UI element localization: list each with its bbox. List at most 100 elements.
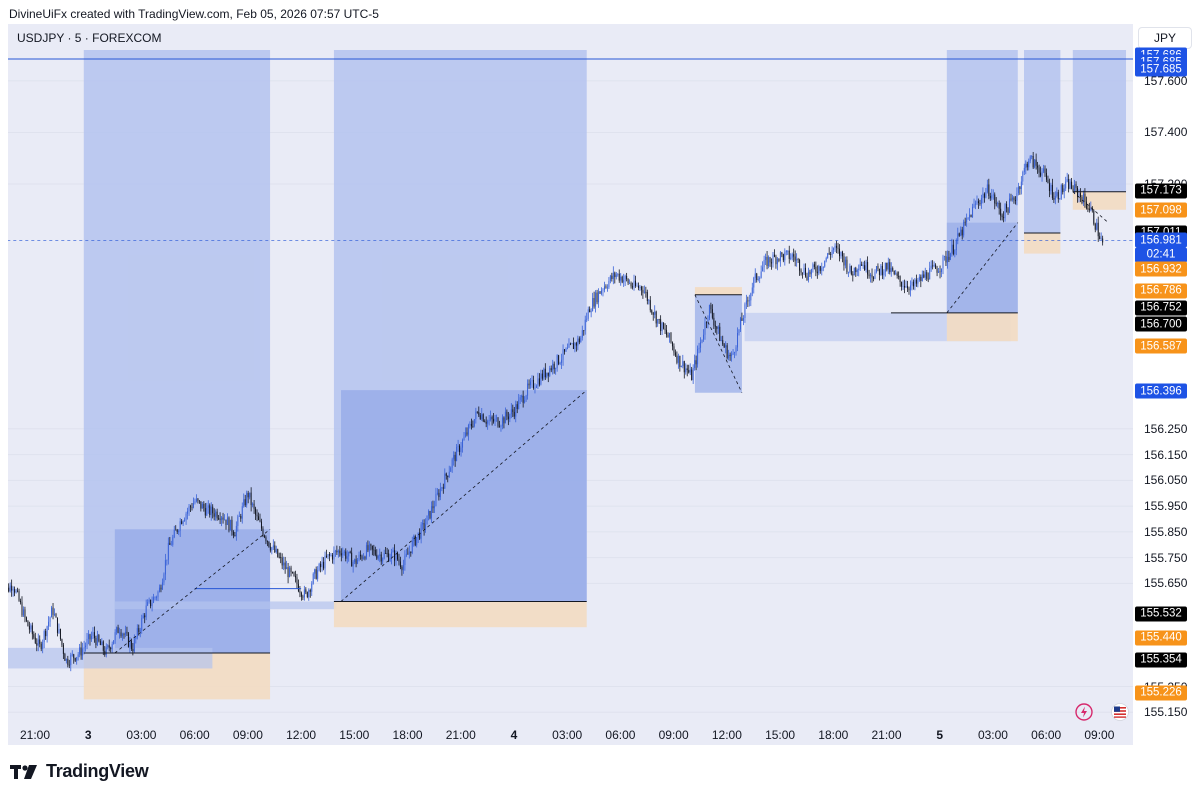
candle-body <box>943 256 945 257</box>
currency-button[interactable]: JPY <box>1139 28 1191 48</box>
candle-body <box>936 268 938 273</box>
candle-body <box>119 632 121 634</box>
candle-body <box>320 563 322 568</box>
candle-body <box>858 268 860 270</box>
candle-body <box>1045 172 1047 180</box>
candle-body <box>562 349 564 360</box>
us-flag-icon[interactable] <box>1111 703 1129 721</box>
candle-body <box>331 554 333 560</box>
candle-body <box>527 383 529 396</box>
candle-body <box>1088 208 1090 211</box>
candle-body <box>589 309 591 313</box>
candle-body <box>1097 222 1099 237</box>
candle-body <box>889 262 891 273</box>
candle-body <box>941 268 943 272</box>
candle-body <box>915 279 917 284</box>
candle-body <box>337 550 339 553</box>
candle-body <box>17 590 19 592</box>
candle-body <box>123 634 125 636</box>
candle-body <box>438 492 440 498</box>
candle-body <box>1102 238 1104 243</box>
candle-body <box>615 274 617 278</box>
candle-body <box>532 379 534 389</box>
candle-body <box>658 319 660 321</box>
candle-body <box>824 260 826 267</box>
candle-body <box>518 399 520 409</box>
candle-body <box>213 513 215 517</box>
candle-body <box>972 206 974 218</box>
candle-body <box>48 621 50 627</box>
candle-body <box>836 245 838 248</box>
candle-body <box>85 645 87 648</box>
candle-body <box>238 516 240 517</box>
candle-body <box>640 286 642 290</box>
candle-body <box>784 252 786 261</box>
candle-body <box>881 265 883 276</box>
candle-body <box>914 279 916 287</box>
candle-body <box>892 268 894 271</box>
candle-body <box>40 643 42 649</box>
candle-body <box>243 499 245 507</box>
candle-body <box>728 354 730 359</box>
candle-body <box>744 304 746 318</box>
candle-body <box>117 627 119 634</box>
candle-body <box>1011 197 1013 200</box>
candle-body <box>194 501 196 504</box>
candle-body <box>207 505 209 508</box>
candle-body <box>870 274 872 277</box>
candle-body <box>556 355 558 369</box>
candle-body <box>460 447 462 453</box>
candle-body <box>1079 193 1081 197</box>
candle-body <box>158 587 160 592</box>
candle-body <box>45 631 47 637</box>
candle-body <box>190 506 192 508</box>
candle-body <box>423 523 425 530</box>
price-chart[interactable] <box>8 24 1133 724</box>
price-label: 155.354 <box>1135 652 1187 668</box>
candle-body <box>669 332 671 338</box>
lightning-icon[interactable] <box>1075 703 1093 721</box>
candle-body <box>145 605 147 618</box>
candle-body <box>448 471 450 478</box>
candle-body <box>830 253 832 255</box>
candle-body <box>476 411 478 413</box>
candle-body <box>1068 179 1070 189</box>
time-tick-label: 3 <box>84 728 92 742</box>
candle-body <box>425 524 427 530</box>
candle-body <box>1006 204 1008 209</box>
candle-body <box>161 582 163 590</box>
candle-body <box>79 647 81 655</box>
candle-body <box>666 330 668 335</box>
candle-body <box>927 278 929 280</box>
candle-body <box>80 647 82 656</box>
candle-body <box>1074 184 1076 192</box>
candle-body <box>373 549 375 551</box>
candle-body <box>612 272 614 279</box>
candle-body <box>643 291 645 293</box>
candle-body <box>905 285 907 288</box>
symbol-title[interactable]: USDJPY · 5 · FOREXCOM <box>17 31 162 45</box>
candle-body <box>741 318 743 321</box>
candle-body <box>484 421 486 423</box>
candle-body <box>623 279 625 283</box>
candle-body <box>55 613 57 618</box>
candle-body <box>204 508 206 516</box>
candle-body <box>439 488 441 498</box>
candle-body <box>559 362 561 364</box>
candle-body <box>345 551 347 559</box>
candle-body <box>1041 171 1043 176</box>
candle-body <box>34 637 36 644</box>
candle-body <box>639 286 641 288</box>
candle-body <box>12 589 14 591</box>
candle-body <box>260 521 262 529</box>
candle-body <box>167 542 169 560</box>
candle-body <box>1043 168 1045 172</box>
price-label: 156.396 <box>1135 383 1187 399</box>
tradingview-logo[interactable]: TradingView <box>10 761 149 782</box>
candle-body <box>457 445 459 447</box>
candle-body <box>1019 186 1021 189</box>
candle-body <box>667 334 669 338</box>
candle-body <box>357 559 359 564</box>
candle-body <box>411 540 413 554</box>
candle-body <box>454 454 456 462</box>
